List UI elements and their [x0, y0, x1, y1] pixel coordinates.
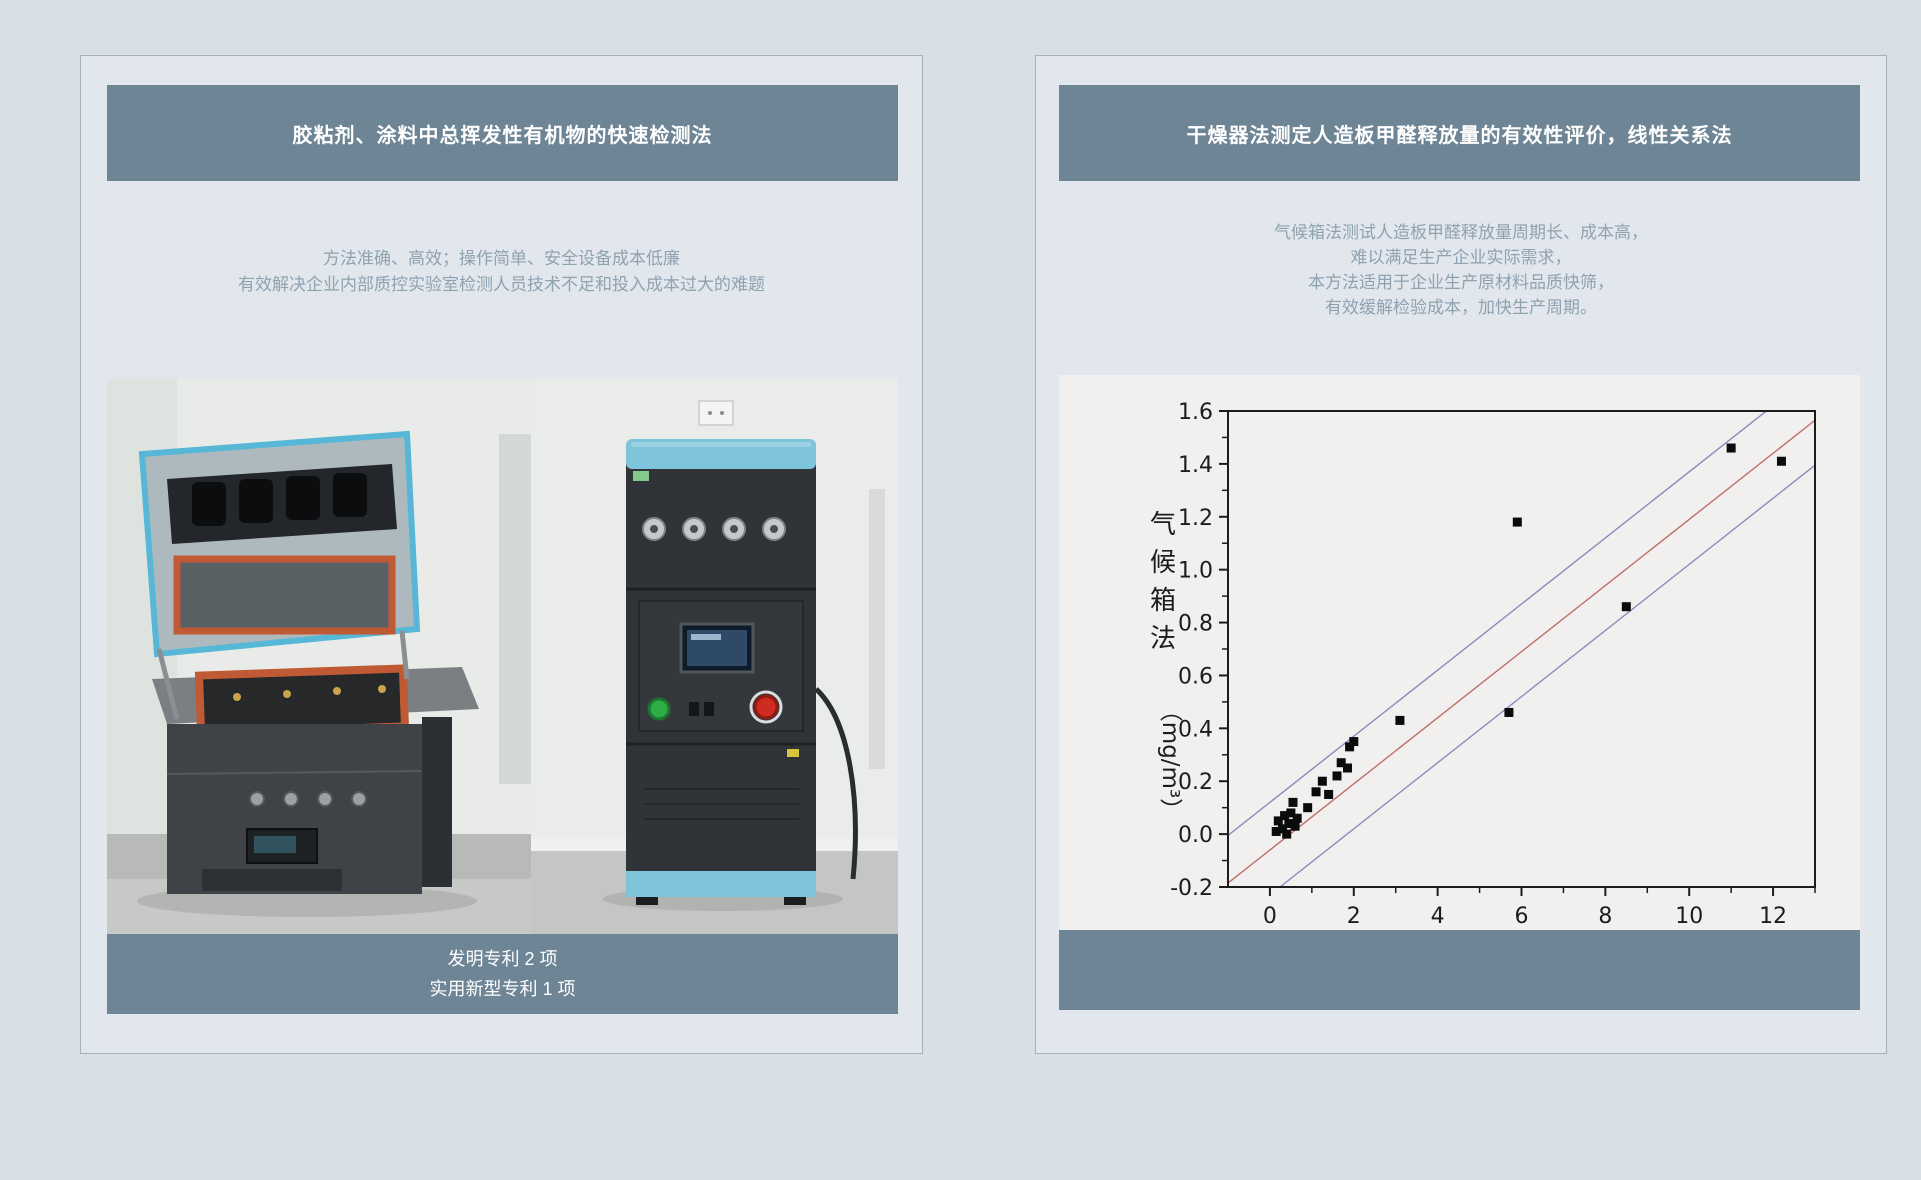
y-axis-label-char: 气: [1150, 510, 1176, 540]
data-point: [1332, 771, 1342, 781]
x-tick-label: 8: [1598, 904, 1612, 929]
data-point: [1303, 803, 1313, 813]
data-point: [1726, 443, 1736, 453]
data-point: [1342, 763, 1352, 773]
data-point: [1317, 776, 1327, 786]
y-tick-label: 0.0: [1178, 823, 1213, 848]
data-point: [1290, 821, 1300, 831]
y-axis-label-char: 候: [1150, 548, 1176, 578]
x-tick-label: 6: [1515, 904, 1529, 929]
equipment-photo-open-chamber: [107, 379, 531, 934]
y-tick-label: 1.0: [1178, 559, 1213, 584]
y-tick-label: -0.2: [1170, 876, 1213, 901]
x-tick-label: 0: [1263, 904, 1277, 929]
regression-line: [1228, 419, 1815, 884]
y-axis-label-char: 法: [1150, 624, 1176, 654]
data-point: [1284, 819, 1294, 829]
equipment-photo-cabinet: [531, 379, 898, 934]
data-point: [1504, 707, 1514, 717]
y-tick-label: 0.8: [1178, 612, 1213, 637]
right-panel-title: 干燥器法测定人造板甲醛释放量的有效性评价，线性关系法: [1186, 124, 1733, 147]
left-panel: 胶粘剂、涂料中总挥发性有机物的快速检测法 方法准确、高效；操作简单、安全设备成本…: [80, 55, 923, 1054]
right-panel: 干燥器法测定人造板甲醛释放量的有效性评价，线性关系法 气候箱法测试人造板甲醛释放…: [1035, 55, 1887, 1054]
upper-confidence-line: [1228, 411, 1768, 836]
description-line: 方法准确、高效；操作简单、安全设备成本低廉: [323, 249, 680, 268]
right-panel-description: 气候箱法测试人造板甲醛释放量周期长、成本高， 难以满足生产企业实际需求， 本方法…: [1036, 220, 1886, 320]
data-point: [1282, 829, 1292, 839]
voc-tester-open-illustration: [107, 379, 531, 934]
x-tick-label: 2: [1347, 904, 1361, 929]
description-line: 气候箱法测试人造板甲醛释放量周期长、成本高，: [1274, 223, 1648, 242]
description-line: 有效解决企业内部质控实验室检测人员技术不足和投入成本过大的难题: [238, 275, 765, 294]
data-point: [1286, 808, 1296, 818]
scatter-chart-svg: 0 2 4 6 8 10 12 -0.2 0.0 0.2 0.4 0.6 0.8 1.0 1.2 1.4 1.6…: [1059, 375, 1860, 930]
lower-confidence-line: [1278, 464, 1815, 887]
description-line: 有效缓解检验成本，加快生产周期。: [1325, 298, 1597, 317]
formaldehyde-scatter-chart: 0 2 4 6 8 10 12 -0.2 0.0 0.2 0.4 0.6 0.8 1.0 1.2 1.4 1.6…: [1059, 375, 1860, 930]
data-point: [1288, 797, 1298, 807]
y-tick-label: 1.6: [1178, 400, 1213, 425]
right-panel-title-bar: 干燥器法测定人造板甲醛释放量的有效性评价，线性关系法: [1059, 85, 1860, 181]
x-tick-label: 4: [1431, 904, 1445, 929]
y-axis-label-char: 箱: [1150, 586, 1176, 616]
left-panel-title: 胶粘剂、涂料中总挥发性有机物的快速检测法: [292, 124, 713, 147]
data-point: [1621, 602, 1631, 612]
machine-body: [152, 630, 479, 894]
data-point: [1512, 517, 1522, 527]
open-lid: [138, 430, 421, 658]
patent-line: 发明专利 2 项: [447, 949, 558, 969]
left-panel-description: 方法准确、高效；操作简单、安全设备成本低廉 有效解决企业内部质控实验室检测人员技…: [81, 246, 922, 298]
left-panel-title-bar: 胶粘剂、涂料中总挥发性有机物的快速检测法: [107, 85, 898, 181]
data-point: [1311, 787, 1321, 797]
y-axis-unit: （mg/m³）: [1157, 699, 1183, 821]
right-panel-footer-bar: [1059, 930, 1860, 1010]
data-point: [1278, 824, 1288, 834]
cabinet: [626, 439, 858, 905]
left-panel-footer-bar: 发明专利 2 项 实用新型专利 1 项: [107, 934, 898, 1014]
data-point: [1776, 456, 1786, 466]
y-tick-label: 0.6: [1178, 664, 1213, 689]
data-point: [1324, 789, 1334, 799]
voc-tester-cabinet-illustration: [531, 379, 898, 934]
description-line: 本方法适用于企业生产原材料品质快筛，: [1308, 273, 1614, 292]
data-point: [1336, 758, 1346, 768]
data-point: [1271, 826, 1281, 836]
x-tick-label: 10: [1675, 904, 1703, 929]
y-tick-label: 1.4: [1178, 453, 1213, 478]
data-point: [1273, 816, 1283, 826]
data-point: [1292, 813, 1302, 823]
y-tick-label: 0.4: [1178, 717, 1213, 742]
y-tick-label: 0.2: [1178, 770, 1213, 795]
description-line: 难以满足生产企业实际需求，: [1350, 248, 1572, 267]
data-point: [1345, 742, 1355, 752]
y-tick-label: 1.2: [1178, 506, 1213, 531]
patent-line: 实用新型专利 1 项: [429, 979, 576, 999]
data-point: [1395, 715, 1405, 725]
data-point: [1349, 737, 1359, 747]
x-tick-label: 12: [1759, 904, 1787, 929]
data-point: [1280, 811, 1290, 821]
equipment-photos: [107, 379, 898, 934]
